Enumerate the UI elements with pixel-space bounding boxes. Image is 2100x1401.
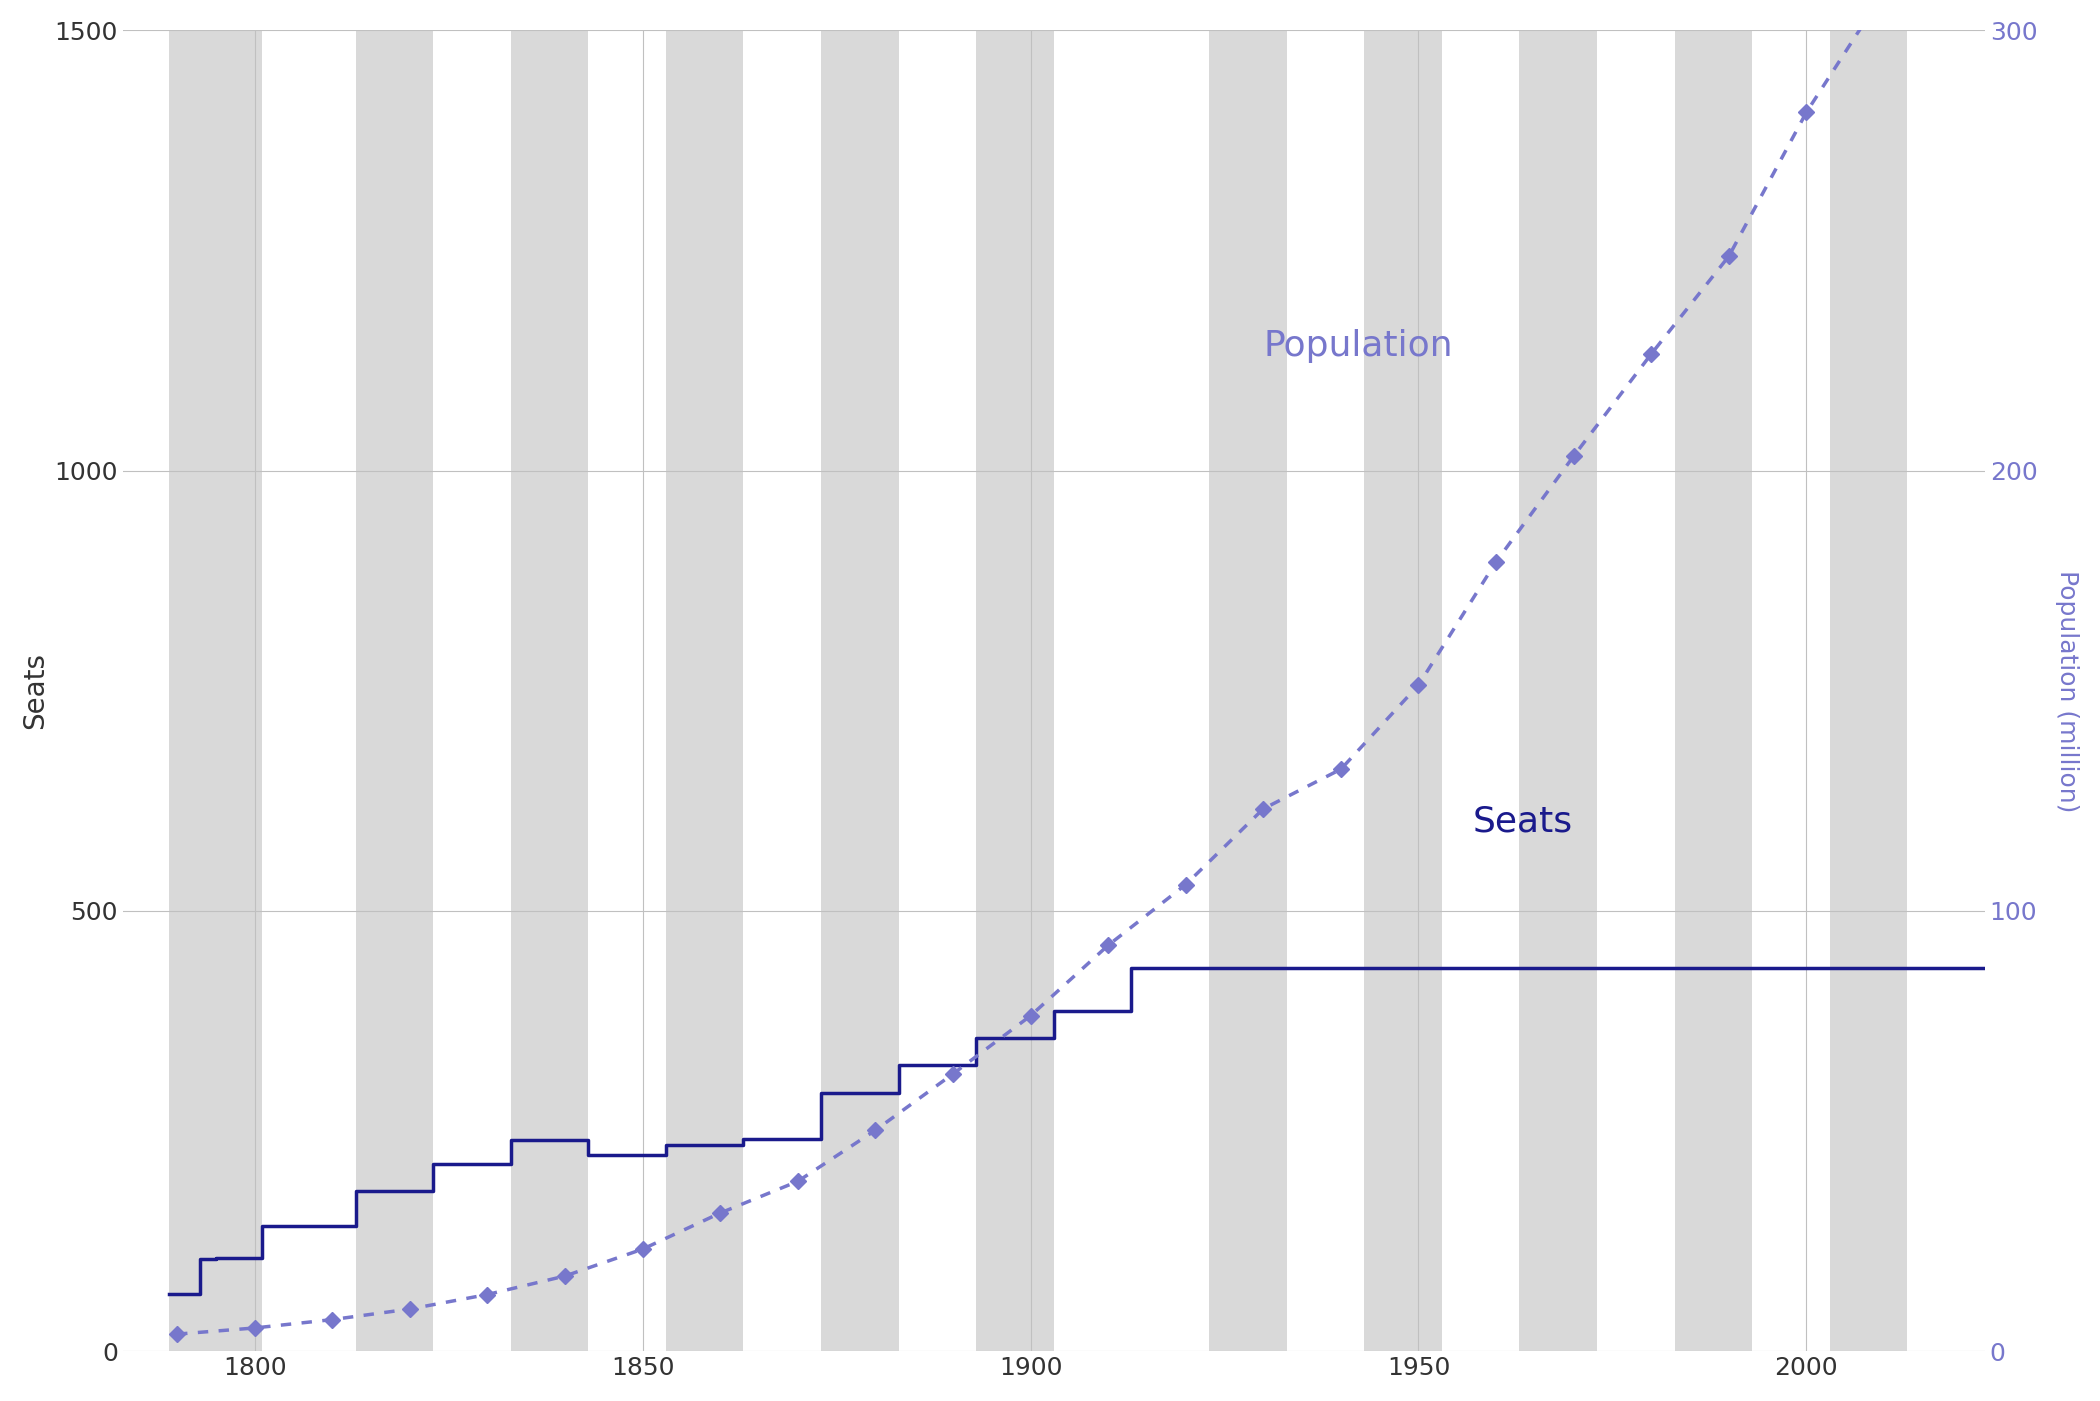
Bar <box>1674 31 1751 1352</box>
Text: Population: Population <box>1264 329 1453 363</box>
Y-axis label: Seats: Seats <box>21 653 48 730</box>
Bar <box>666 31 743 1352</box>
Bar <box>821 31 899 1352</box>
Bar <box>1210 31 1287 1352</box>
Bar <box>1520 31 1596 1352</box>
Bar <box>170 31 262 1352</box>
Text: Seats: Seats <box>1472 804 1573 839</box>
Bar <box>1829 31 1907 1352</box>
Y-axis label: Population (million): Population (million) <box>2056 570 2079 813</box>
Bar <box>510 31 588 1352</box>
Bar <box>976 31 1054 1352</box>
Bar <box>355 31 433 1352</box>
Bar <box>1365 31 1443 1352</box>
